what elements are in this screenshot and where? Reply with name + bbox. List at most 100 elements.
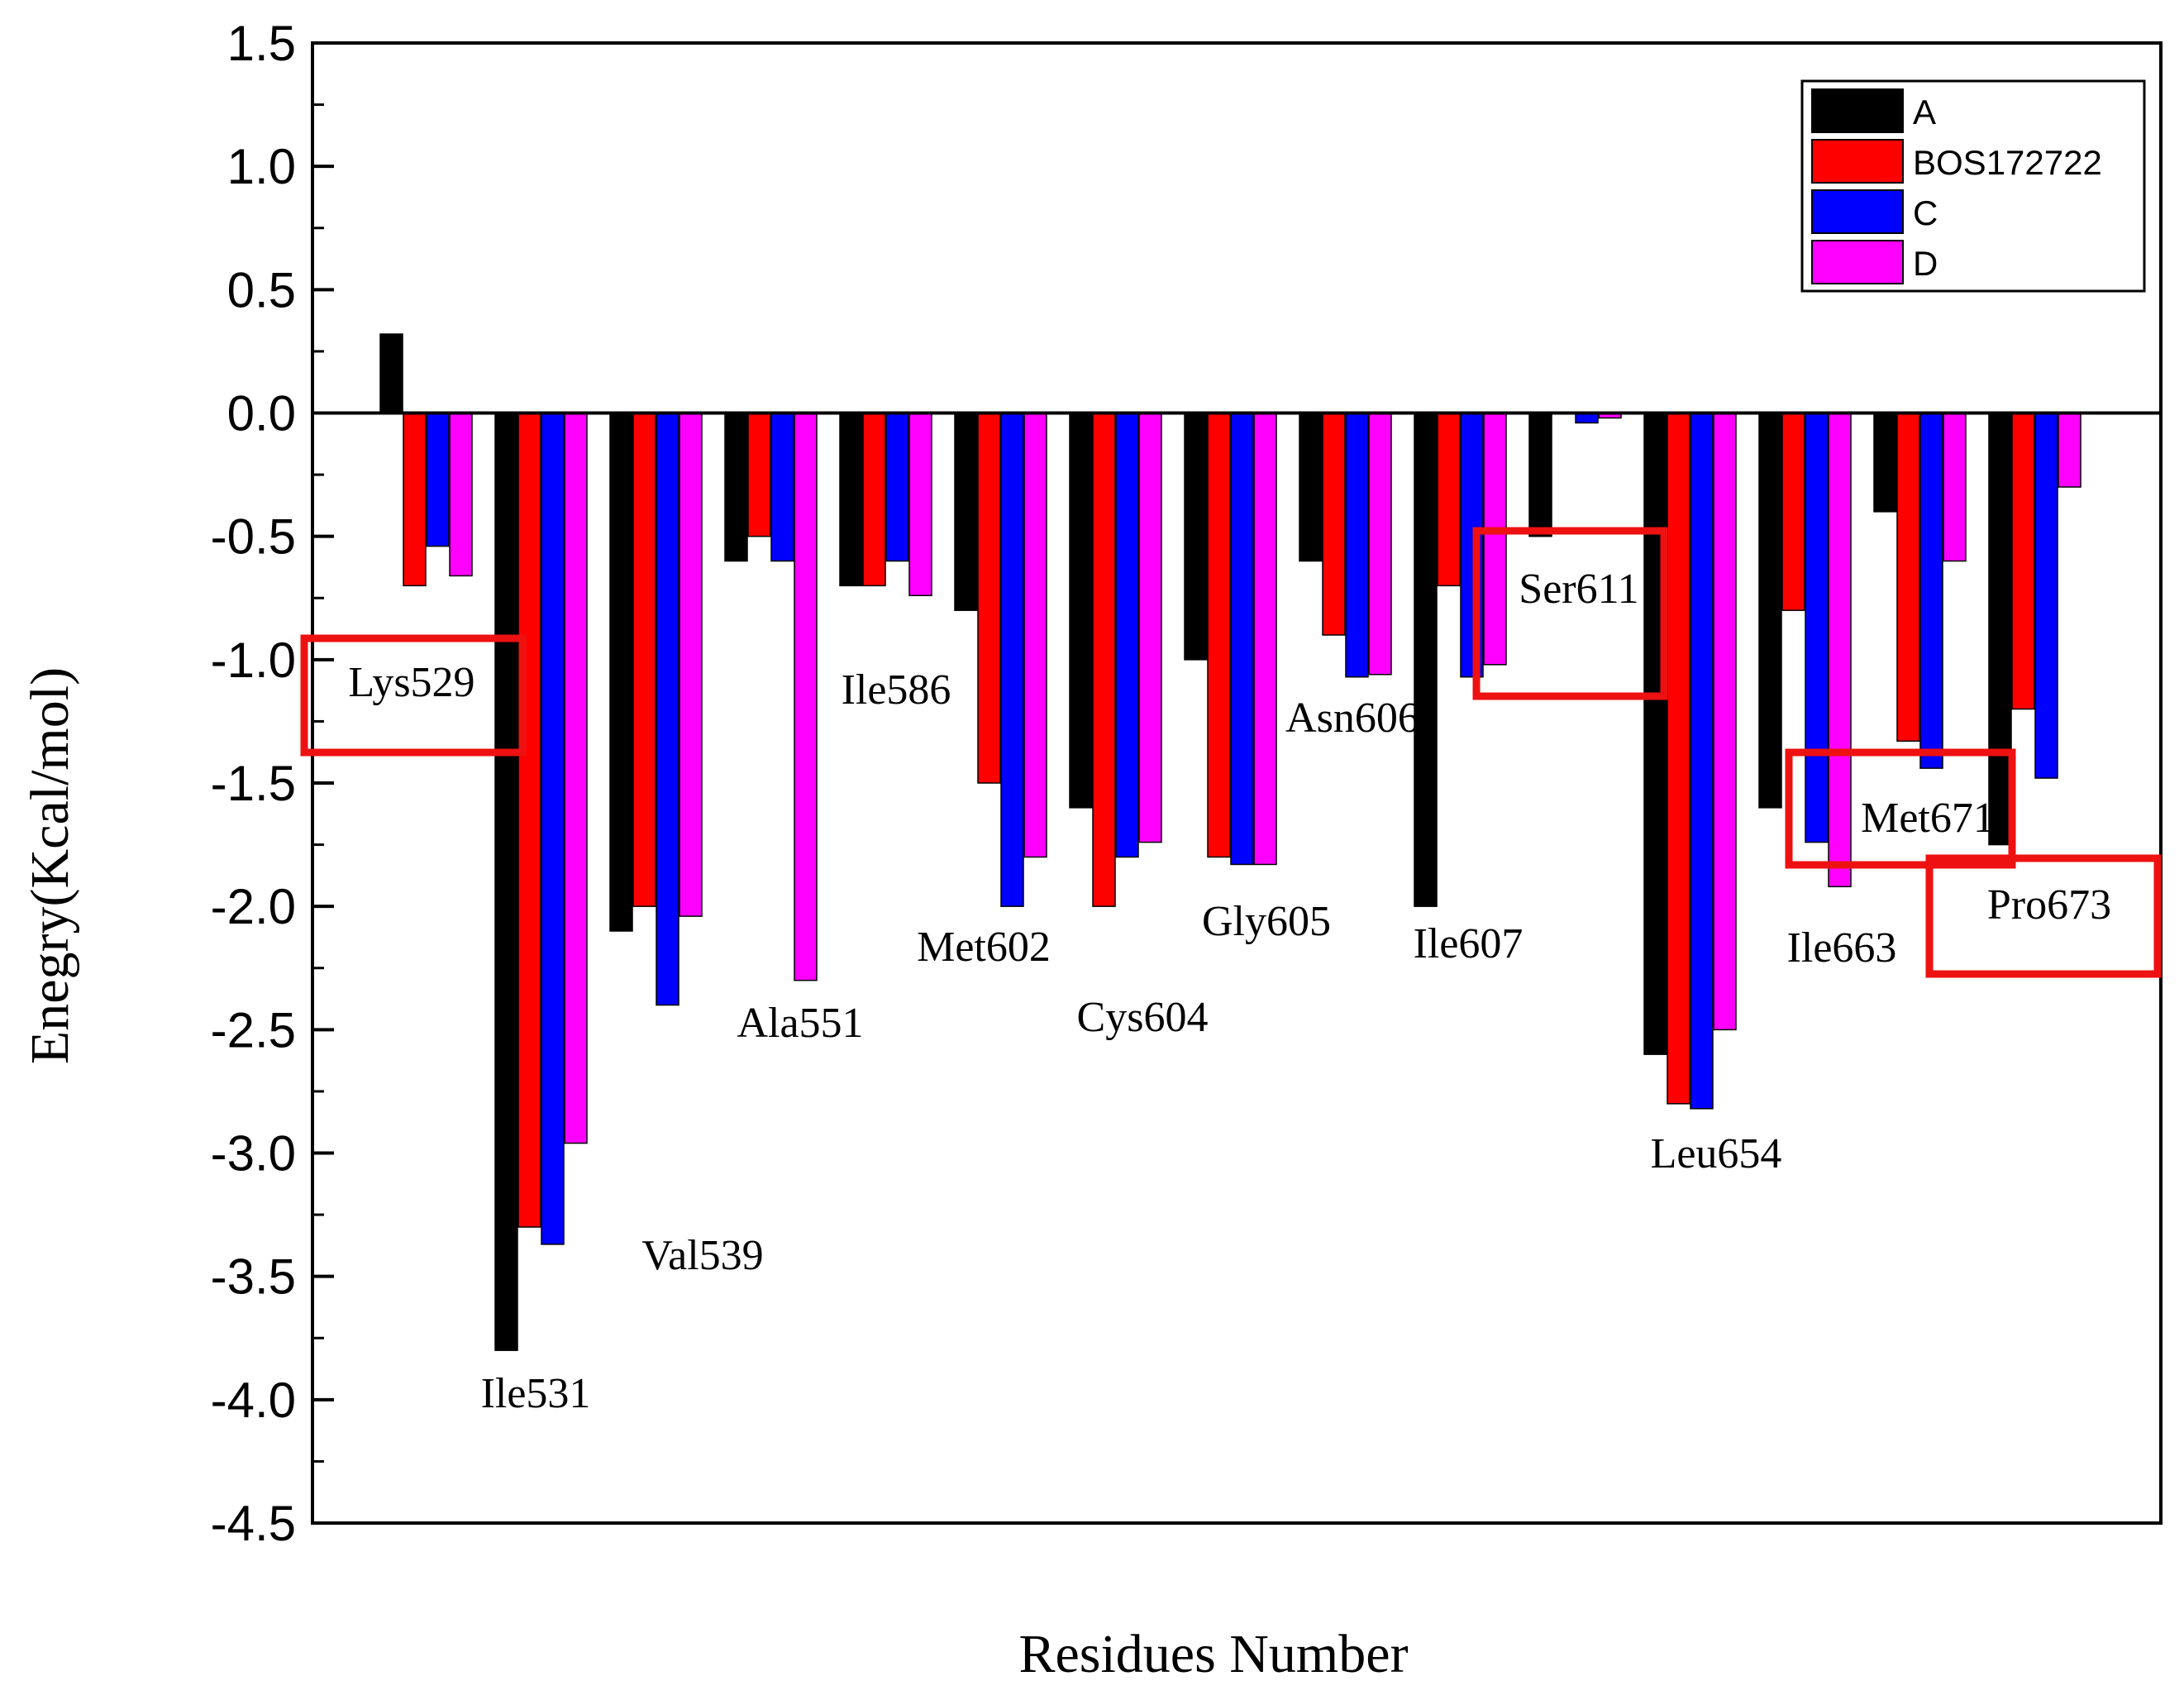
bar-Ile531-D	[564, 412, 588, 1144]
bar-Met671-D	[1943, 412, 1967, 562]
bar-Lys529-C	[426, 412, 450, 547]
bar-Met602-C	[1000, 412, 1024, 907]
bar-Ile663-A	[1758, 412, 1782, 809]
bar-Ile531-BOS172722	[517, 412, 541, 1228]
bar-Met602-BOS172722	[977, 412, 1001, 784]
y-tick-label: -2.5	[211, 1002, 296, 1058]
bar-Met671-C	[1919, 412, 1943, 769]
y-tick-label: -1.5	[211, 756, 296, 811]
residue-label-Asn606: Asn606	[1285, 695, 1419, 742]
residue-label-Ile586: Ile586	[842, 666, 951, 714]
residue-label-Ala551: Ala551	[737, 1000, 863, 1047]
residue-label-Met671: Met671	[1861, 795, 1995, 842]
highlight-boxes	[300, 527, 2162, 978]
x-axis-title: Residues Number	[1018, 1624, 1408, 1684]
bar-Val539-D	[679, 412, 703, 917]
y-tick-label: -4.0	[211, 1373, 296, 1428]
y-axis-ticks: 1.5 1.0 0.5 0.0 -0.5 -1.0 -1.5 -2.0 -2.5 -3.0 -3.5…	[211, 16, 334, 1551]
bar-Pro673-BOS172722	[2011, 412, 2035, 710]
bar-Gly605-D	[1253, 412, 1277, 866]
residue-label-Ser611: Ser611	[1519, 566, 1638, 613]
bar-Asn606-A	[1299, 412, 1323, 562]
residue-label-Ile663: Ile663	[1787, 924, 1897, 972]
y-tick-label: 1.0	[227, 139, 296, 194]
bar-Ile531-C	[541, 412, 565, 1245]
y-tick-label: 0.0	[227, 386, 296, 442]
bar-Val539-C	[656, 412, 680, 1006]
bar-Met602-D	[1023, 412, 1047, 858]
bar-Met671-A	[1873, 412, 1897, 513]
y-tick-label: -2.0	[211, 879, 296, 934]
bar-Ile586-D	[908, 412, 932, 597]
legend-swatch-A	[1811, 88, 1904, 133]
residue-labels: Lys529 Ile531 Val539 Ala551 Ile586 Met602 Cys6…	[348, 566, 2111, 1417]
bar-Gly605-A	[1184, 412, 1208, 661]
legend-label-A: A	[1913, 93, 1936, 131]
legend-label-BOS172722: BOS172722	[1913, 143, 2102, 182]
y-tick-label: 0.5	[227, 262, 296, 318]
bars-group	[379, 333, 2081, 1351]
bar-Pro673-D	[2058, 412, 2081, 488]
y-tick-label: -1.0	[211, 633, 296, 688]
legend-label-D: D	[1913, 244, 1938, 283]
bar-Leu654-C	[1690, 412, 1714, 1110]
bar-Cys604-BOS172722	[1092, 412, 1116, 907]
bar-Lys529-A	[379, 333, 403, 414]
y-tick-label: -4.5	[211, 1496, 296, 1551]
highlight-box-Ser611	[1472, 527, 1668, 700]
legend-swatch-C	[1811, 189, 1904, 234]
bar-Ile663-BOS172722	[1781, 412, 1805, 611]
bar-Lys529-D	[449, 412, 473, 577]
residue-label-Ile607: Ile607	[1414, 920, 1524, 967]
bar-Ala551-A	[724, 412, 748, 562]
bar-Ile607-D	[1483, 412, 1507, 666]
residue-label-Gly605: Gly605	[1202, 898, 1331, 945]
bar-Ile586-C	[885, 412, 909, 562]
bar-Asn606-D	[1368, 412, 1392, 676]
bar-Gly605-BOS172722	[1207, 412, 1231, 858]
bar-Val539-A	[609, 412, 633, 932]
residue-label-Pro673: Pro673	[1987, 881, 2111, 929]
highlight-box-Lys529	[300, 634, 527, 757]
bar-Lys529-BOS172722	[403, 412, 427, 587]
bar-Met671-BOS172722	[1896, 412, 1920, 743]
bar-Pro673-C	[2034, 412, 2058, 779]
legend-swatch-BOS172722	[1811, 139, 1904, 184]
y-tick-label: -0.5	[211, 509, 296, 565]
bar-Leu654-D	[1713, 412, 1737, 1031]
bar-Ile663-D	[1828, 412, 1852, 888]
residue-label-Val539: Val539	[641, 1232, 763, 1279]
bar-Met602-A	[954, 412, 978, 611]
bar-Ile586-BOS172722	[862, 412, 886, 587]
residue-label-Leu654: Leu654	[1651, 1130, 1782, 1177]
bar-Ala551-BOS172722	[747, 412, 771, 537]
bar-Ala551-C	[770, 412, 794, 562]
bar-Ile586-A	[839, 412, 863, 587]
y-tick-label: 1.5	[227, 16, 296, 71]
residue-label-Lys529: Lys529	[348, 659, 474, 706]
legend-swatch-D	[1811, 240, 1904, 284]
bar-Ile607-BOS172722	[1437, 412, 1461, 587]
bar-Leu654-A	[1643, 412, 1667, 1055]
bar-Ile607-A	[1414, 412, 1438, 907]
residue-label-Met602: Met602	[917, 924, 1051, 971]
bar-Cys604-D	[1138, 412, 1162, 843]
bar-Asn606-C	[1345, 412, 1369, 678]
highlight-box-Met671	[1785, 748, 2016, 869]
residue-label-Ile531: Ile531	[481, 1370, 591, 1417]
bar-Ser611-A	[1528, 412, 1552, 537]
residue-label-Cys604: Cys604	[1077, 994, 1209, 1041]
y-tick-label: -3.5	[211, 1249, 296, 1305]
y-tick-label: -3.0	[211, 1126, 296, 1182]
bar-Gly605-C	[1230, 412, 1254, 866]
bar-Cys604-C	[1115, 412, 1139, 858]
bar-Ile531-A	[494, 412, 518, 1351]
bar-Ile663-C	[1805, 412, 1829, 843]
bar-Ala551-D	[794, 412, 818, 981]
bar-Pro673-A	[1988, 412, 2012, 846]
legend-label-C: C	[1913, 193, 1938, 232]
bar-Asn606-BOS172722	[1322, 412, 1346, 636]
legend: A BOS172722 CD	[1800, 79, 2146, 293]
bar-Cys604-A	[1069, 412, 1093, 809]
